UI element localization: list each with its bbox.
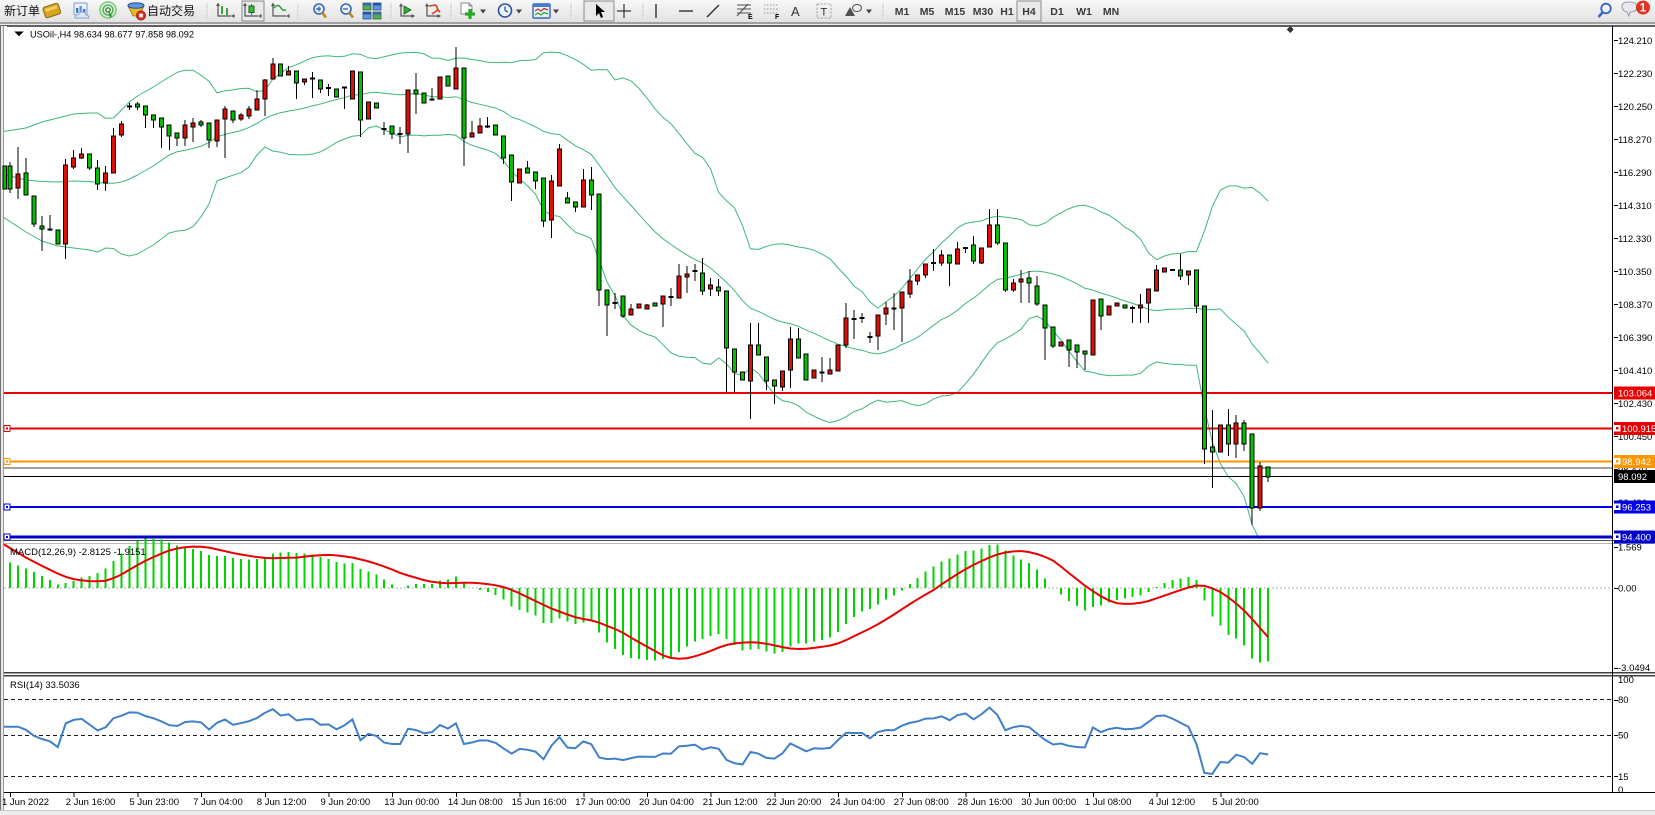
svg-text:98.942: 98.942: [1622, 457, 1651, 468]
svg-text:96.253: 96.253: [1622, 502, 1651, 513]
svg-text:7 Jun 04:00: 7 Jun 04:00: [193, 797, 243, 808]
svg-text:4 Jul 12:00: 4 Jul 12:00: [1149, 797, 1195, 808]
svg-text:RSI(14) 33.5036: RSI(14) 33.5036: [10, 680, 80, 691]
svg-text:9 Jun 20:00: 9 Jun 20:00: [321, 797, 371, 808]
svg-text:1.569: 1.569: [1618, 543, 1642, 554]
svg-text:22 Jun 20:00: 22 Jun 20:00: [766, 797, 821, 808]
svg-text:118.270: 118.270: [1618, 135, 1652, 146]
svg-text:MACD(12,26,9) -2.8125 -1.9151: MACD(12,26,9) -2.8125 -1.9151: [10, 547, 146, 558]
svg-text:2 Jun 16:00: 2 Jun 16:00: [66, 797, 116, 808]
svg-text:0.00: 0.00: [1618, 584, 1637, 595]
svg-text:94.400: 94.400: [1622, 532, 1651, 543]
svg-text:112.330: 112.330: [1618, 234, 1652, 245]
svg-text:M5: M5: [920, 6, 935, 18]
svg-text:102.430: 102.430: [1618, 399, 1652, 410]
svg-text:H4: H4: [1022, 6, 1036, 18]
svg-text:T: T: [821, 7, 828, 19]
svg-text:21 Jun 12:00: 21 Jun 12:00: [703, 797, 758, 808]
svg-text:114.310: 114.310: [1618, 201, 1652, 212]
svg-text:98.092: 98.092: [1618, 472, 1647, 483]
svg-text:104.410: 104.410: [1618, 366, 1652, 377]
svg-text:110.350: 110.350: [1618, 267, 1652, 278]
svg-text:13 Jun 00:00: 13 Jun 00:00: [384, 797, 439, 808]
svg-text:1: 1: [1640, 3, 1647, 15]
svg-text:5 Jun 23:00: 5 Jun 23:00: [129, 797, 179, 808]
svg-text:W1: W1: [1076, 6, 1092, 18]
svg-text:E: E: [748, 14, 753, 21]
svg-text:H1: H1: [1000, 6, 1014, 18]
svg-text:USOil-,H4 98.634 98.677 97.85: USOil-,H4 98.634 98.677 97.858 98.092: [30, 30, 194, 40]
svg-text:108.370: 108.370: [1618, 300, 1652, 311]
svg-text:15: 15: [1618, 772, 1629, 783]
svg-text:124.210: 124.210: [1618, 36, 1652, 47]
svg-text:D1: D1: [1050, 6, 1064, 18]
svg-text:M1: M1: [895, 6, 910, 18]
svg-text:100.450: 100.450: [1618, 432, 1652, 443]
svg-text:122.230: 122.230: [1618, 69, 1652, 80]
svg-text:30 Jun 00:00: 30 Jun 00:00: [1021, 797, 1076, 808]
svg-text:80: 80: [1618, 695, 1629, 706]
svg-text:100: 100: [1618, 675, 1634, 686]
svg-text:116.290: 116.290: [1618, 168, 1652, 179]
svg-text:28 Jun 16:00: 28 Jun 16:00: [958, 797, 1013, 808]
svg-text:50: 50: [1618, 731, 1629, 742]
svg-text:F: F: [775, 14, 780, 21]
svg-text:1 Jul 08:00: 1 Jul 08:00: [1085, 797, 1131, 808]
svg-text:MN: MN: [1103, 6, 1119, 18]
svg-text:-3.0494: -3.0494: [1618, 663, 1650, 674]
svg-text:103.064: 103.064: [1618, 389, 1652, 400]
svg-text:15 Jun 16:00: 15 Jun 16:00: [512, 797, 567, 808]
svg-text:A: A: [791, 4, 800, 19]
svg-text:M15: M15: [945, 6, 966, 18]
svg-text:14 Jun 08:00: 14 Jun 08:00: [448, 797, 503, 808]
svg-text:100.915: 100.915: [1622, 424, 1655, 435]
svg-text:1 Jun 2022: 1 Jun 2022: [2, 797, 49, 808]
svg-text:120.250: 120.250: [1618, 102, 1652, 113]
svg-text:8 Jun 12:00: 8 Jun 12:00: [257, 797, 307, 808]
svg-text:27 Jun 08:00: 27 Jun 08:00: [894, 797, 949, 808]
svg-text:24 Jun 04:00: 24 Jun 04:00: [830, 797, 885, 808]
svg-text:17 Jun 00:00: 17 Jun 00:00: [575, 797, 630, 808]
svg-text:5 Jul 20:00: 5 Jul 20:00: [1212, 797, 1258, 808]
svg-text:新订单: 新订单: [4, 3, 40, 18]
svg-text:20 Jun 04:00: 20 Jun 04:00: [639, 797, 694, 808]
svg-text:0: 0: [1618, 785, 1623, 796]
svg-text:106.390: 106.390: [1618, 333, 1652, 344]
svg-text:自动交易: 自动交易: [147, 3, 195, 18]
svg-text:M30: M30: [973, 6, 994, 18]
